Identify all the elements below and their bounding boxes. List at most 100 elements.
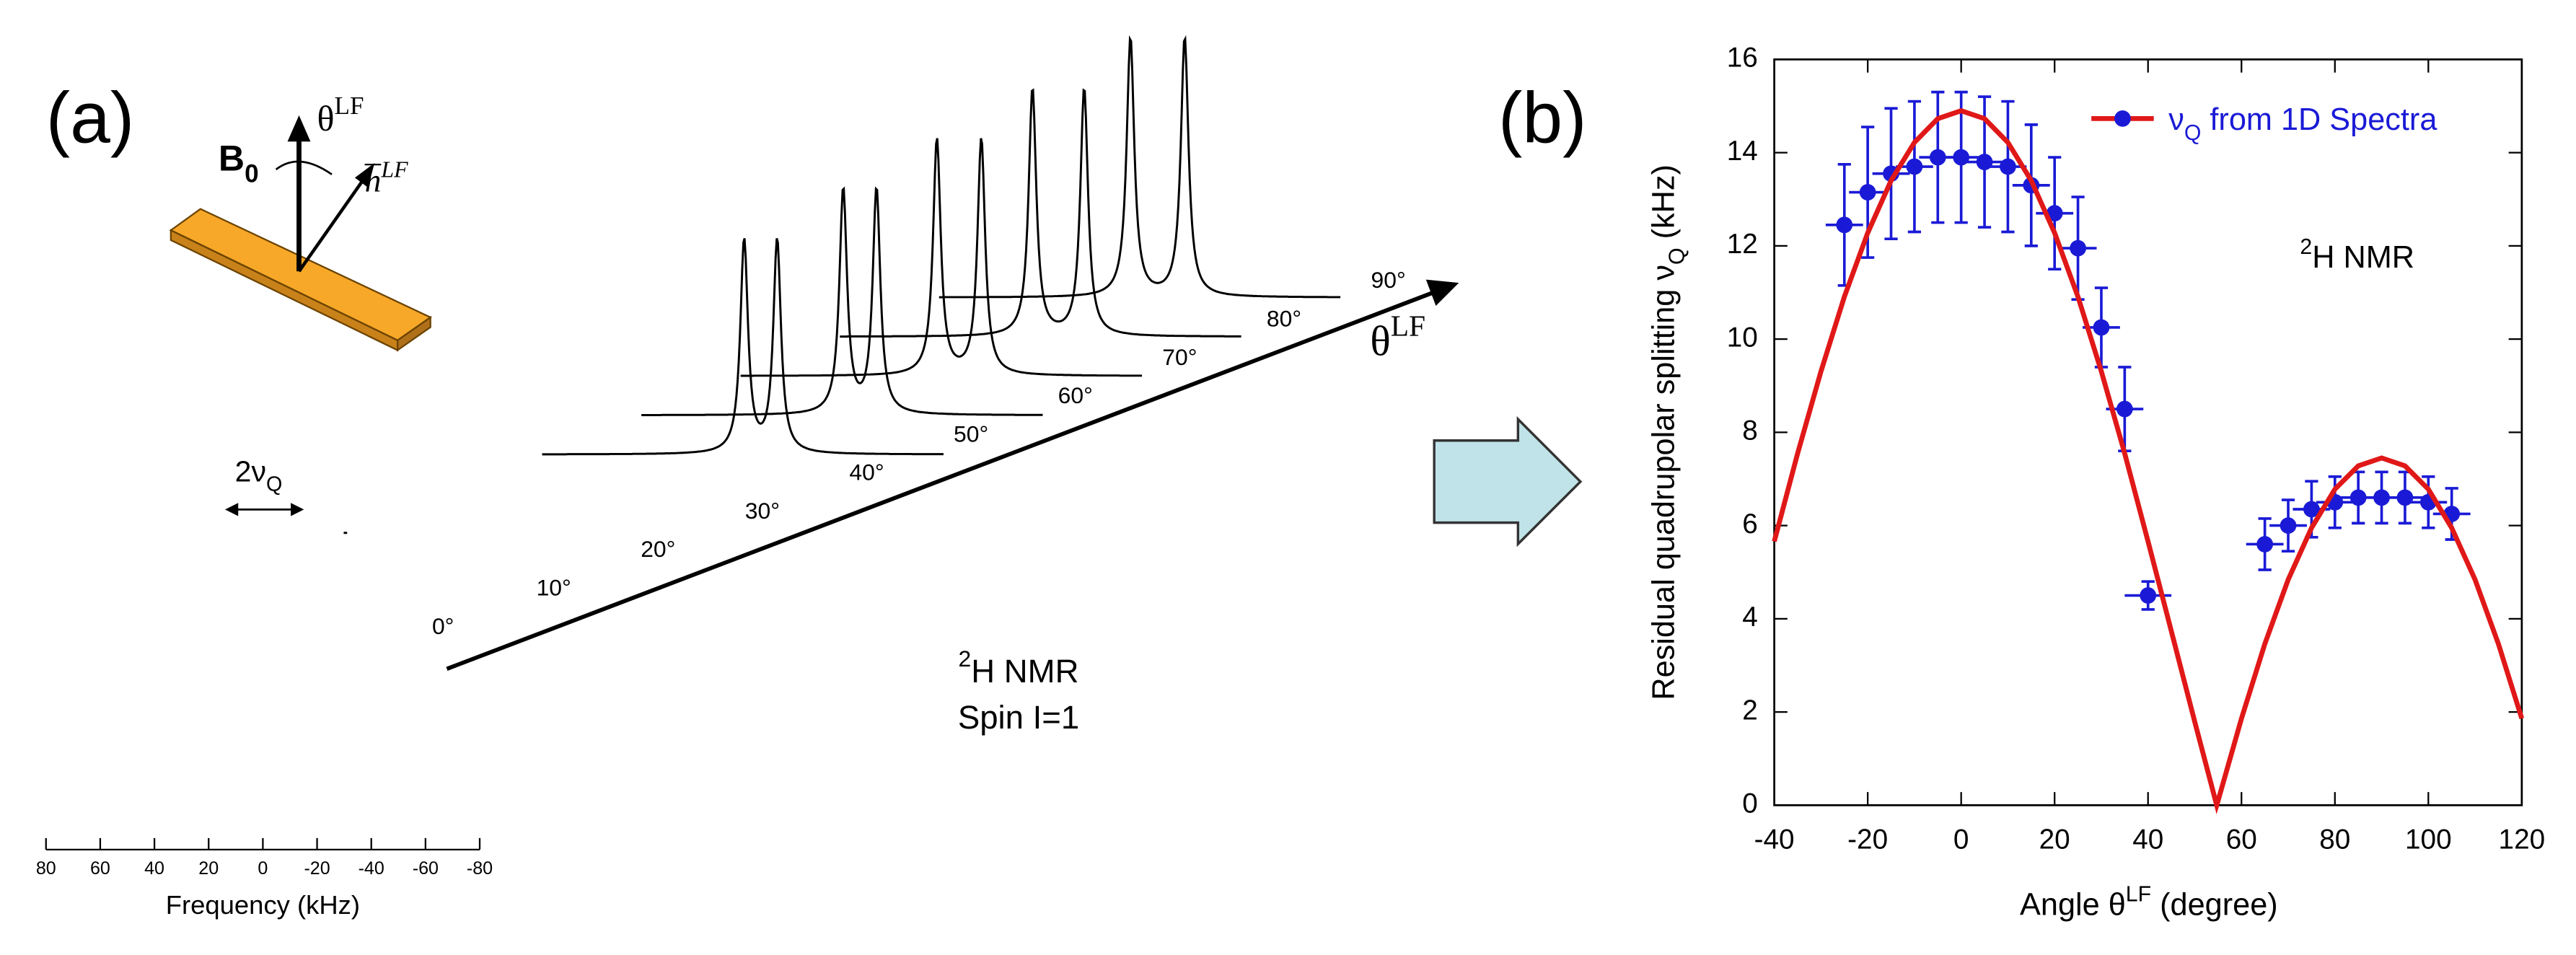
theta-axis-label: θLF [1370,309,1425,364]
freq-tick-label: 80 [36,858,56,879]
normal-label-part: n [365,162,382,199]
spectrum-angle-label: 30° [745,498,780,524]
transition-arrow [1433,416,1583,547]
spectrum-angle-label: 80° [1267,305,1301,331]
data-point [2000,158,2016,175]
x-tick-label: 40 [2132,824,2163,855]
data-point [2116,400,2133,418]
data-point [1859,184,1876,201]
y-tick-label: 14 [1727,136,1758,167]
y-tick-label: 10 [1727,322,1758,353]
data-point [2070,239,2086,257]
data-point [2046,205,2063,222]
spectrum [542,238,944,456]
theta-axis-label-part: LF [1391,309,1425,342]
legend-marker [2114,110,2131,127]
nucleus-label: 2H NMR [959,646,1079,690]
annotation: 2H NMR [2300,235,2414,276]
normal-label: nLF [365,157,408,199]
data-point [2373,489,2390,506]
spectrum-angle-label: 90° [1371,267,1406,293]
freq-axis-title: Frequency (kHz) [166,890,360,920]
panel-label: (b) [1498,78,1586,159]
data-point [1953,149,1970,166]
y-axis-title-part: (kHz) [1647,164,1682,247]
spectrum-angle-label: 10° [537,575,571,601]
theta-axis-label-part: θ [1370,317,1390,364]
data-point [1836,216,1853,234]
spectrum-angle-label: 40° [849,459,884,485]
freq-tick-label: 0 [258,858,268,879]
legend-entry-part: ν [2168,102,2184,137]
angle-label-part: LF [335,91,364,119]
splitting-head-right [291,503,304,516]
data-point [2093,319,2110,336]
y-tick-label: 8 [1742,415,1758,446]
legend-entry: νQ from 1D Spectra [2168,102,2437,144]
y-tick-label: 16 [1727,43,1758,74]
spectrum-angle-label: 50° [954,421,988,446]
annotation-part: 2 [2300,235,2312,259]
spin-label: Spin I=1 [958,699,1079,736]
b0-arrowhead [287,115,311,142]
data-point [2303,501,2320,518]
x-tick-label: -20 [1847,824,1888,855]
y-axis-title: Residual quadrupolar splitting νQ (kHz) [1647,164,1689,700]
data-point [2280,517,2297,534]
y-tick-label: 2 [1742,695,1758,726]
legend-entry-part: Q [2184,120,2202,144]
spectrum-angle-label: 0° [432,613,454,639]
annotation-part: H NMR [2312,241,2414,276]
data-point [2256,536,2274,553]
x-tick-label: 0 [1953,824,1969,855]
splitting-label-part: 2ν [235,454,266,488]
freq-tick-label: -80 [467,858,493,879]
legend-entry-part: from 1D Spectra [2201,102,2437,137]
x-axis-title-part: LF [2126,882,2151,906]
angle-label-part: θ [317,97,335,138]
nucleus-label-part: 2 [959,646,972,672]
fit-curve [1772,107,2525,814]
y-axis-title-part: Residual quadrupolar splitting ν [1647,265,1682,700]
freq-tick-label: -40 [359,858,384,879]
theta-axis [446,286,1447,671]
nucleus-label-part: H NMR [971,653,1078,690]
x-axis-title: Angle θLF (degree) [2020,882,2278,923]
field-label: B0 [219,138,259,188]
y-tick-label: 12 [1727,229,1758,260]
x-axis-title-part: (degree) [2151,888,2278,923]
x-tick-label: 60 [2226,824,2257,855]
x-tick-label: 100 [2405,824,2452,855]
freq-tick-label: -60 [413,858,439,879]
spectrum [840,88,1241,338]
x-tick-label: -40 [1754,824,1795,855]
freq-tick-label: 40 [144,858,164,879]
field-label-part: 0 [245,159,259,188]
x-axis-title-part: Angle θ [2020,888,2126,923]
x-tick-label: 20 [2039,824,2070,855]
spectrum-angle-label: 20° [641,536,675,562]
y-tick-label: 6 [1742,509,1758,540]
y-tick-label: 0 [1742,788,1758,819]
field-label-part: B [219,138,245,179]
spectrum [938,35,1341,299]
data-point [1906,158,1923,175]
x-tick-label: 120 [2499,824,2546,855]
freq-tick-label: -20 [304,858,330,879]
panel-label: (a) [46,78,134,159]
data-point [1976,154,1993,170]
spectrum-angle-label: 60° [1058,382,1093,408]
splitting-label: 2νQ [235,454,283,496]
spectrum [740,138,1143,377]
spectrum-angle-label: 70° [1162,344,1197,370]
spectrum [641,186,1043,416]
y-tick-label: 4 [1742,602,1758,633]
data-point [2396,489,2414,506]
splitting-label-part: Q [266,472,282,496]
theta-axis-head [1425,279,1459,307]
normal-arrowhead [354,162,375,188]
angle-arc [275,160,333,175]
data-point [1929,149,1946,166]
